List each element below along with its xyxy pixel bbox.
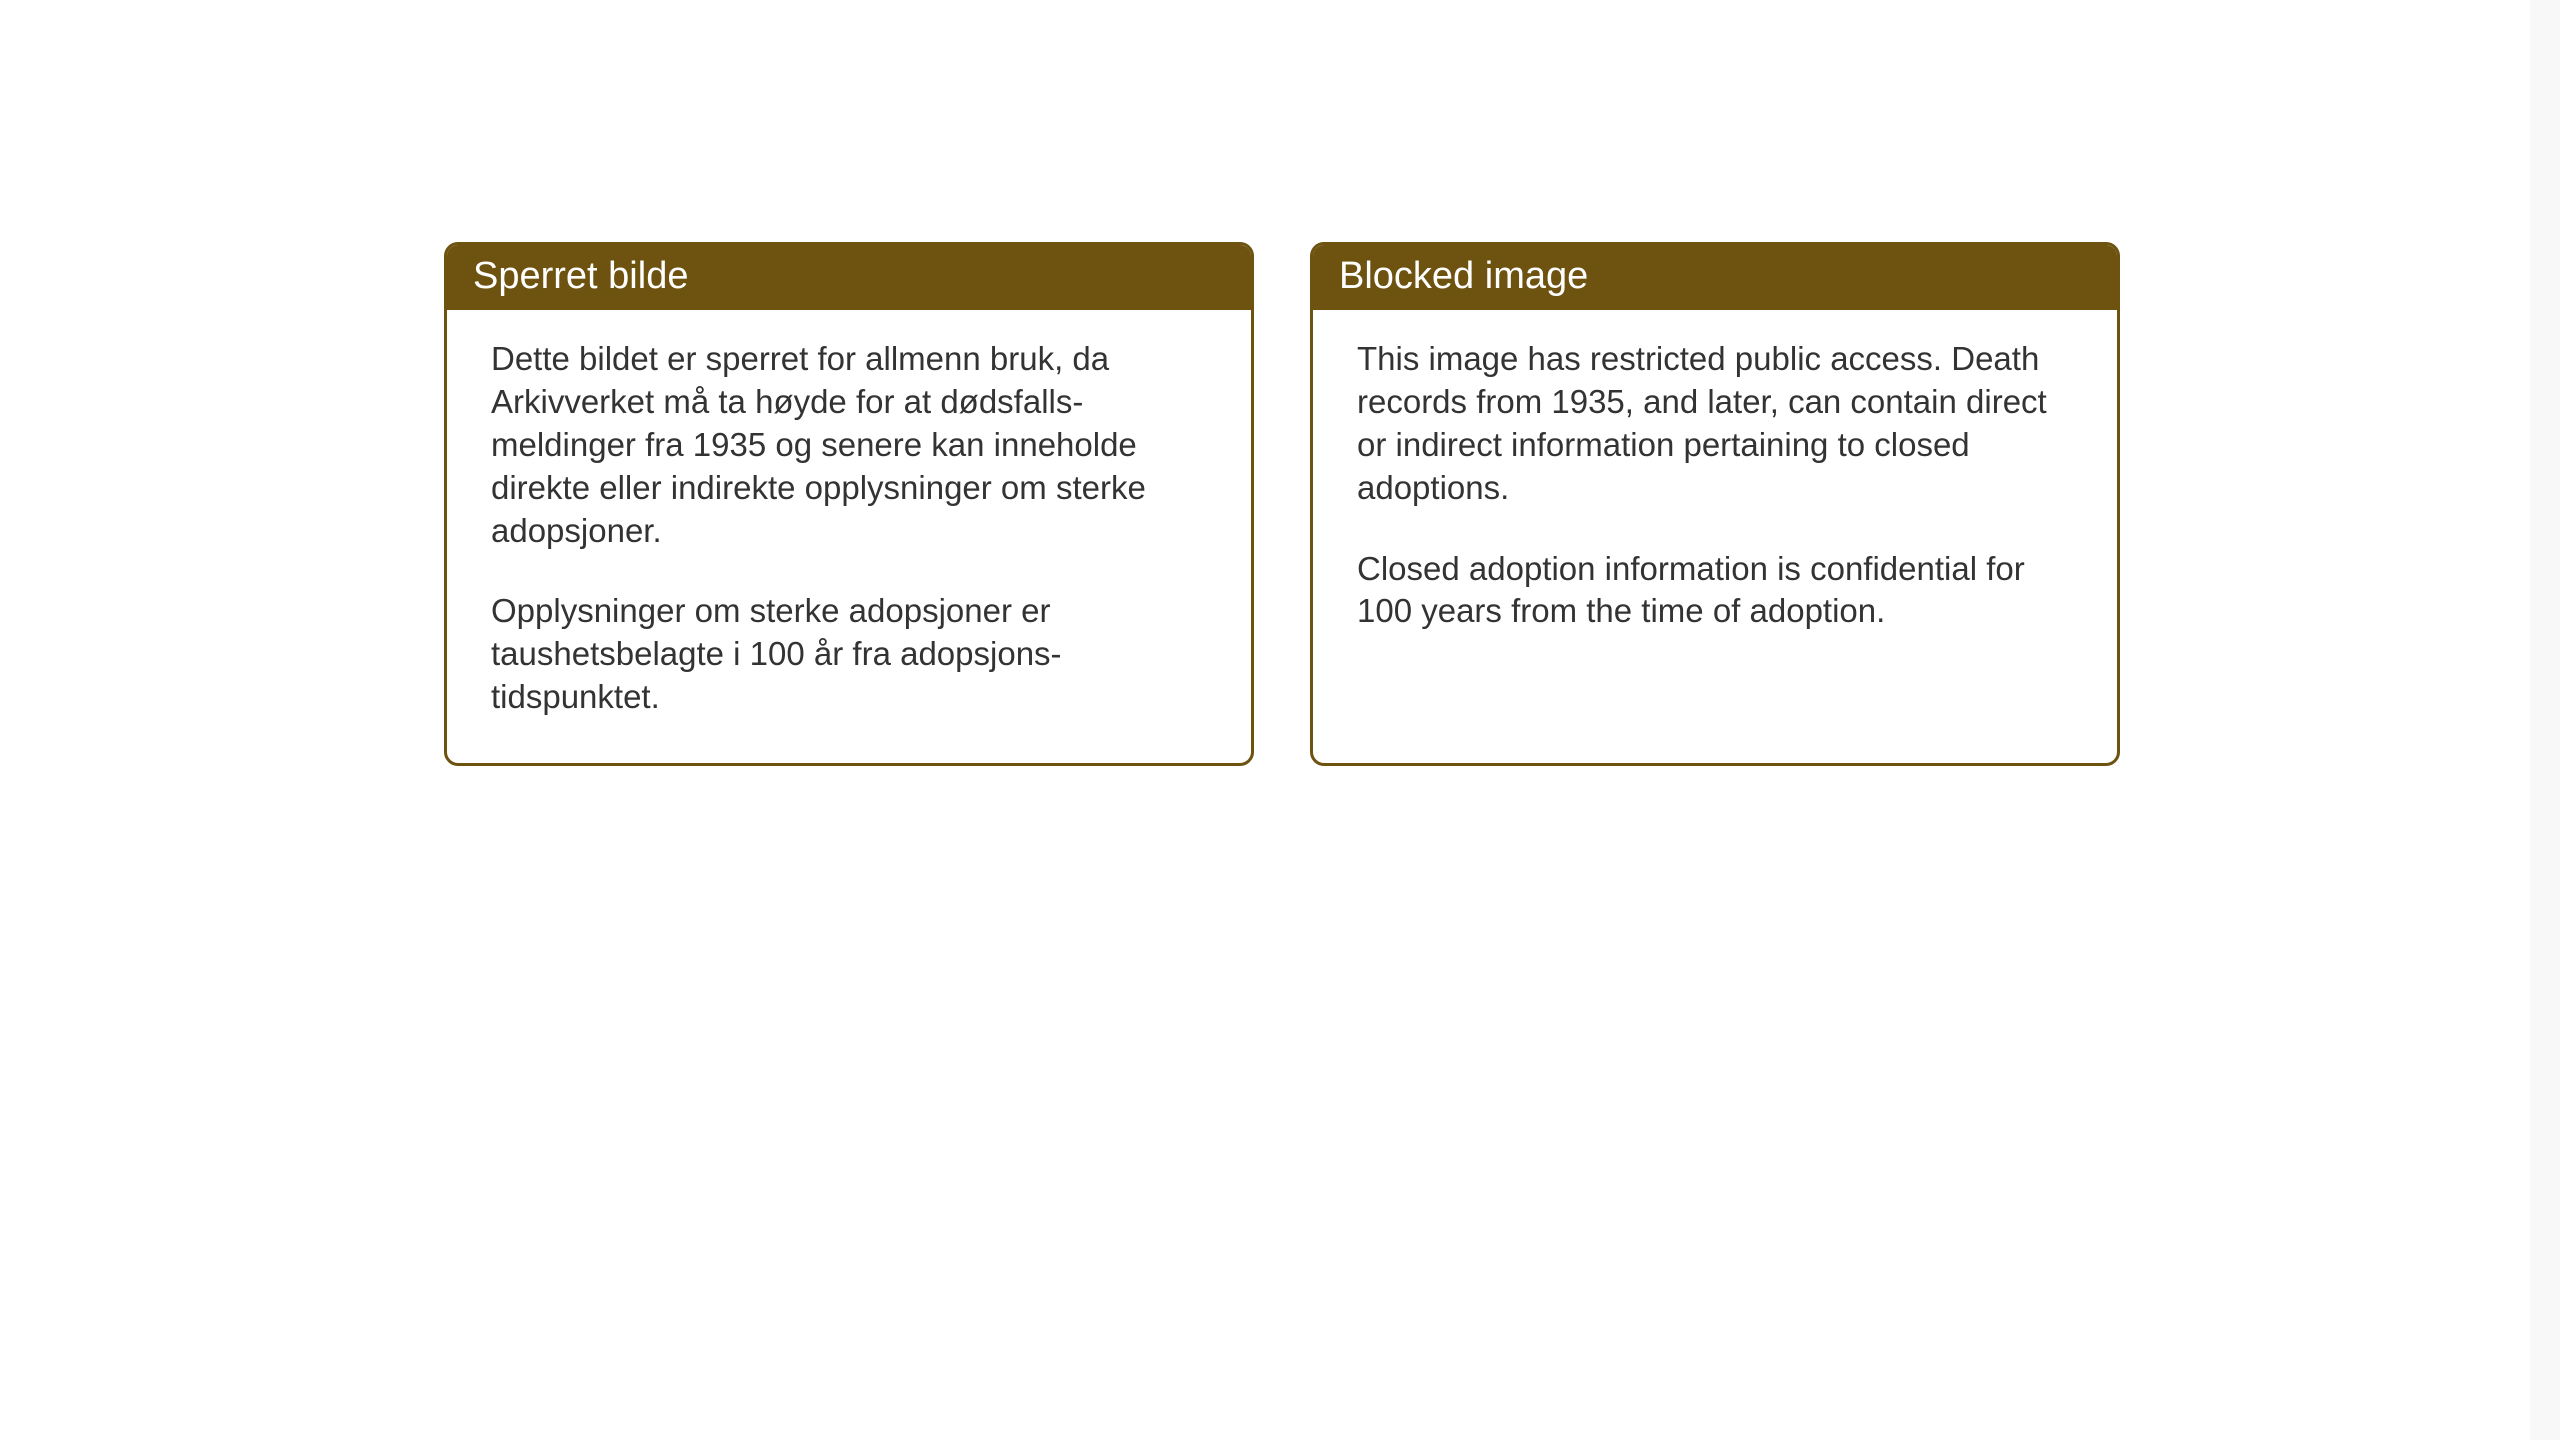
scrollbar-track[interactable] [2530, 0, 2560, 1440]
card-paragraph-2-norwegian: Opplysninger om sterke adopsjoner er tau… [491, 590, 1207, 719]
cards-container: Sperret bilde Dette bildet er sperret fo… [444, 242, 2120, 766]
card-body-english: This image has restricted public access.… [1313, 310, 2117, 677]
card-english: Blocked image This image has restricted … [1310, 242, 2120, 766]
card-body-norwegian: Dette bildet er sperret for allmenn bruk… [447, 310, 1251, 763]
card-paragraph-1-norwegian: Dette bildet er sperret for allmenn bruk… [491, 338, 1207, 552]
card-header-english: Blocked image [1313, 245, 2117, 310]
card-paragraph-1-english: This image has restricted public access.… [1357, 338, 2073, 510]
card-header-norwegian: Sperret bilde [447, 245, 1251, 310]
card-norwegian: Sperret bilde Dette bildet er sperret fo… [444, 242, 1254, 766]
card-paragraph-2-english: Closed adoption information is confident… [1357, 548, 2073, 634]
